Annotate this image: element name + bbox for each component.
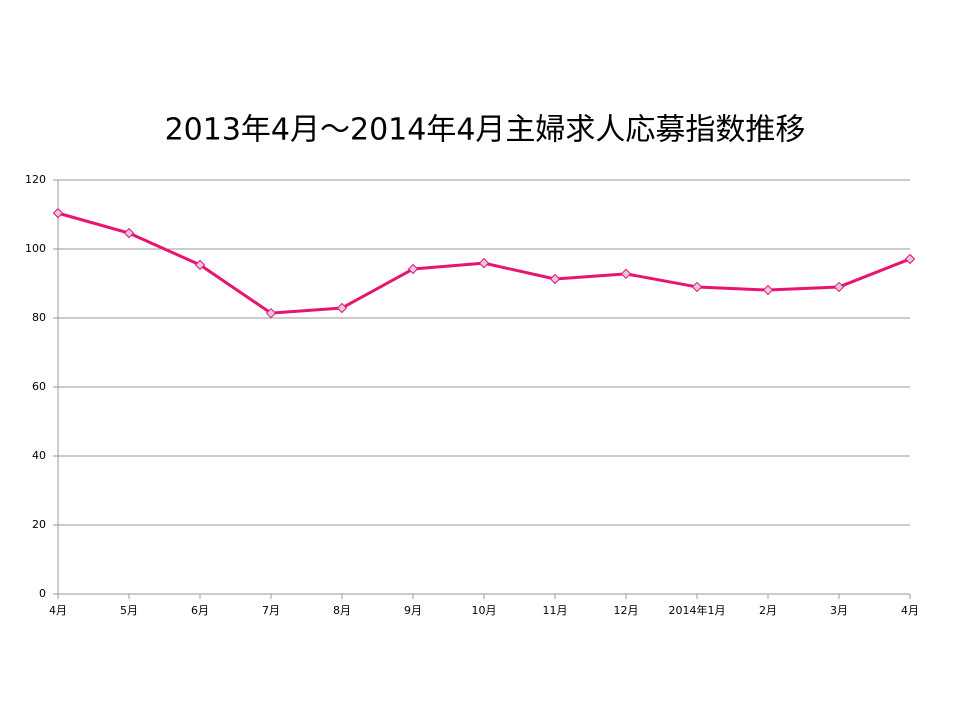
x-tick-label: 4月 bbox=[901, 604, 919, 617]
x-tick-label: 10月 bbox=[472, 604, 497, 617]
x-tick-label: 4月 bbox=[49, 604, 67, 617]
marker bbox=[336, 302, 348, 314]
marker bbox=[691, 281, 703, 293]
y-tick-label: 80 bbox=[32, 311, 46, 324]
x-tick-label: 2014年1月 bbox=[669, 603, 726, 617]
marker bbox=[52, 207, 64, 219]
marker bbox=[194, 259, 206, 271]
marker bbox=[620, 268, 632, 280]
marker bbox=[265, 307, 277, 319]
x-tick-label: 2月 bbox=[759, 604, 777, 617]
marker bbox=[904, 253, 916, 265]
x-tick-label: 3月 bbox=[830, 604, 848, 617]
y-tick-label: 100 bbox=[25, 242, 46, 255]
x-tick-label: 7月 bbox=[262, 604, 280, 617]
chart-title: 2013年4月～2014年4月主婦求人応募指数推移 bbox=[165, 113, 806, 148]
marker bbox=[478, 257, 490, 269]
x-tick-label: 9月 bbox=[404, 604, 422, 617]
marker bbox=[123, 227, 135, 239]
marker bbox=[407, 263, 419, 275]
y-tick-label: 0 bbox=[39, 587, 46, 600]
x-tick-label: 8月 bbox=[333, 604, 351, 617]
x-tick-label: 12月 bbox=[614, 604, 639, 617]
x-tick-label: 6月 bbox=[191, 604, 209, 617]
marker bbox=[833, 281, 845, 293]
x-tick-label: 5月 bbox=[120, 604, 138, 617]
marker bbox=[762, 284, 774, 296]
y-tick-label: 40 bbox=[32, 449, 46, 462]
y-tick-label: 60 bbox=[32, 380, 46, 393]
x-tick-label: 11月 bbox=[543, 604, 568, 617]
marker bbox=[549, 273, 561, 285]
y-tick-label: 120 bbox=[25, 173, 46, 186]
y-tick-label: 20 bbox=[32, 518, 46, 531]
